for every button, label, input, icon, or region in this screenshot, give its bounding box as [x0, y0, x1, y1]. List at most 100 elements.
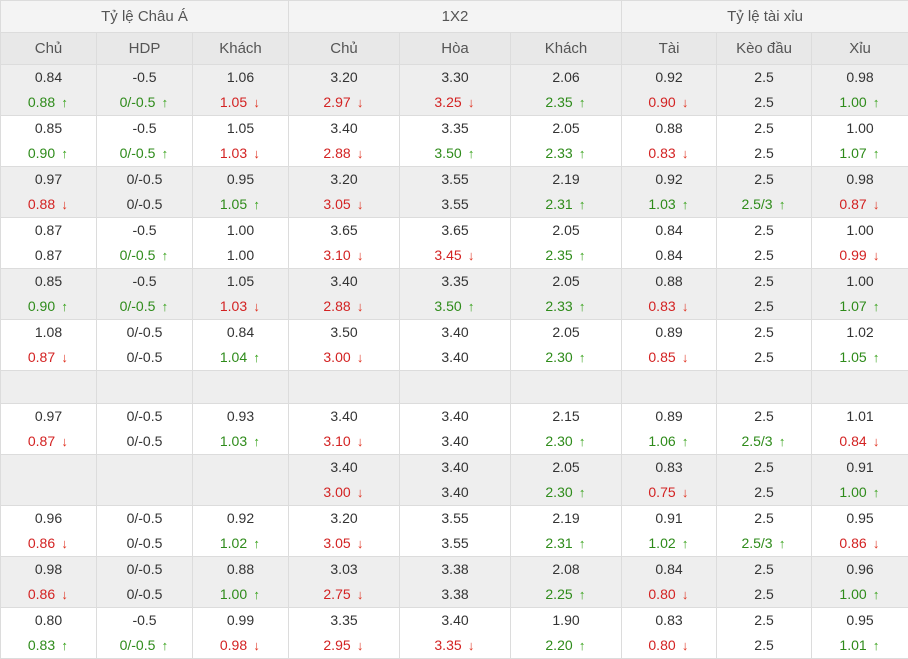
odds-cell-content: 0/-0.5 0/-0.5	[97, 320, 192, 370]
live-odds: 1.00	[220, 586, 247, 602]
arrow-up-icon: ↑	[681, 198, 690, 211]
live-odds-line: 1.03↑	[193, 429, 288, 454]
opening-odds: -0.5	[97, 608, 192, 633]
arrow-up-icon: ↑	[578, 537, 587, 550]
live-odds-line: 3.35↓	[400, 633, 510, 658]
live-odds-line: 2.5	[717, 90, 811, 115]
live-odds-line: 0.98↓	[193, 633, 288, 658]
live-odds: 1.01	[839, 637, 866, 653]
live-odds-line: 0.87 ↓	[1, 429, 96, 454]
live-odds: 0.87	[28, 433, 55, 449]
live-odds: 3.40	[441, 433, 468, 449]
arrow-down-icon: ↓	[60, 435, 69, 448]
live-odds: 2.33	[545, 298, 572, 314]
live-odds: 3.10	[323, 433, 350, 449]
live-odds: 0/-0.5	[120, 298, 156, 314]
live-odds: 0/-0.5	[120, 145, 156, 161]
live-odds-line: 3.25↓	[400, 90, 510, 115]
live-odds: 0/-0.5	[127, 349, 163, 365]
live-odds: 3.25	[434, 94, 461, 110]
live-odds: 0.98	[220, 637, 247, 653]
arrow-up-icon: ↑	[872, 486, 881, 499]
live-odds-line: 0/-0.5	[97, 531, 192, 556]
opening-odds: 0.91	[622, 506, 716, 531]
live-odds: 1.00	[839, 484, 866, 500]
arrow-up-icon: ↑	[872, 300, 881, 313]
arrow-up-icon: ↑	[252, 198, 261, 211]
opening-odds: 3.35	[289, 608, 399, 633]
live-odds-line: 3.50↑	[400, 141, 510, 166]
live-odds-line: 2.5	[717, 243, 811, 268]
opening-odds: 3.20	[289, 65, 399, 90]
opening-odds: 2.05	[511, 269, 621, 294]
live-odds: 2.5/3	[741, 433, 772, 449]
opening-odds: 0.83	[622, 608, 716, 633]
opening-odds: 0/-0.5	[97, 320, 192, 345]
arrow-up-icon: ↑	[681, 435, 690, 448]
column-header-row: Chủ HDP Khách Chủ Hòa Khách Tài Kèo đầu …	[1, 33, 908, 65]
column-header-away: Khách	[193, 33, 289, 65]
arrow-up-icon: ↑	[578, 300, 587, 313]
live-odds-line: 0/-0.5↑	[97, 633, 192, 658]
live-odds-line: 0.90↑	[1, 141, 96, 166]
arrow-up-icon: ↑	[467, 300, 476, 313]
opening-odds: 3.55	[400, 167, 510, 192]
live-odds: 0.90	[28, 298, 55, 314]
arrow-up-icon: ↑	[578, 147, 587, 160]
arrow-up-icon: ↑	[160, 300, 169, 313]
opening-odds: 0/-0.5	[97, 506, 192, 531]
live-odds: 0/-0.5	[127, 196, 163, 212]
opening-odds: 0.85	[1, 116, 96, 141]
arrow-down-icon: ↓	[356, 300, 365, 313]
live-odds-line: 0.80↓	[622, 582, 716, 607]
opening-odds: 3.30	[400, 65, 510, 90]
opening-odds: 2.06	[511, 65, 621, 90]
live-odds: 1.03	[648, 196, 675, 212]
arrow-up-icon: ↑	[872, 639, 881, 652]
live-odds: 0/-0.5	[127, 586, 163, 602]
live-odds: 1.05	[220, 94, 247, 110]
odds-cell-handicap: 0/-0.5 0/-0.5	[97, 320, 193, 371]
opening-odds: 0.89	[622, 404, 716, 429]
column-header-under: Xỉu	[812, 33, 908, 65]
live-odds: 1.03	[220, 145, 247, 161]
